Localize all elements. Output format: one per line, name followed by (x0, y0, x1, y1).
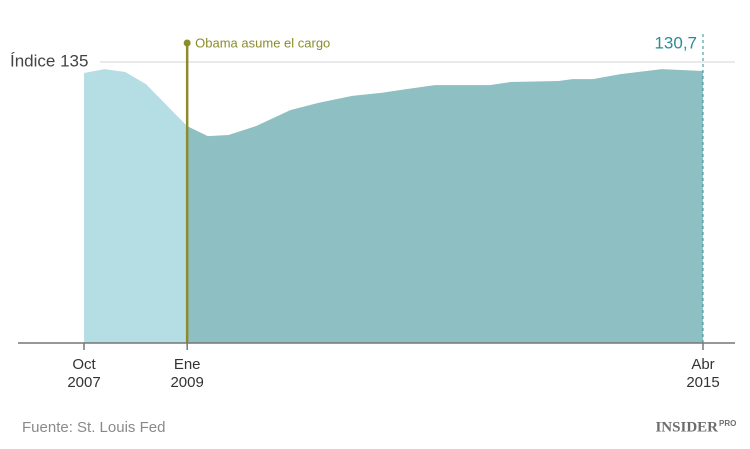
area (84, 69, 188, 344)
value-label: 130,7 (654, 33, 697, 52)
x-tick-label: 2015 (686, 374, 719, 391)
x-tick-label: Oct (72, 356, 96, 373)
annotation: Obama asume el cargo (195, 35, 330, 50)
logo: INSIDER (655, 419, 718, 435)
x-tick-label: 2007 (67, 374, 100, 391)
x-tick-label: Ene (174, 356, 201, 373)
source: Fuente: St. Louis Fed (22, 419, 165, 436)
area (187, 69, 703, 344)
logo-badge: PRO (719, 419, 736, 428)
x-tick-label: 2009 (170, 374, 203, 391)
annotation-dot (183, 39, 191, 47)
plot (84, 61, 735, 344)
y-tick-label: Índice 135 (10, 51, 88, 70)
x-tick-label: Abr (691, 356, 714, 373)
